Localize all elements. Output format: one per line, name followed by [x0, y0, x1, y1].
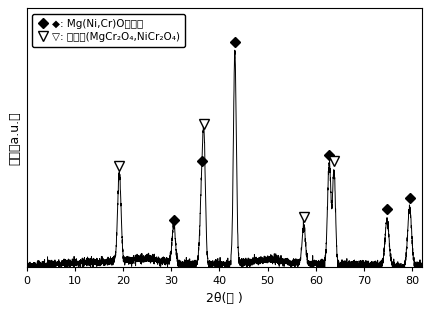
Legend: ◆: Mg(Ni,Cr)O固溶体, ▽: 尖晶石(MgCr₂O₄,NiCr₂O₄): ◆: Mg(Ni,Cr)O固溶体, ▽: 尖晶石(MgCr₂O₄,NiCr₂O₄…: [32, 13, 185, 47]
X-axis label: 2θ(度 ): 2θ(度 ): [206, 292, 243, 305]
Y-axis label: 强度（a.u.）: 强度（a.u.）: [8, 111, 22, 165]
